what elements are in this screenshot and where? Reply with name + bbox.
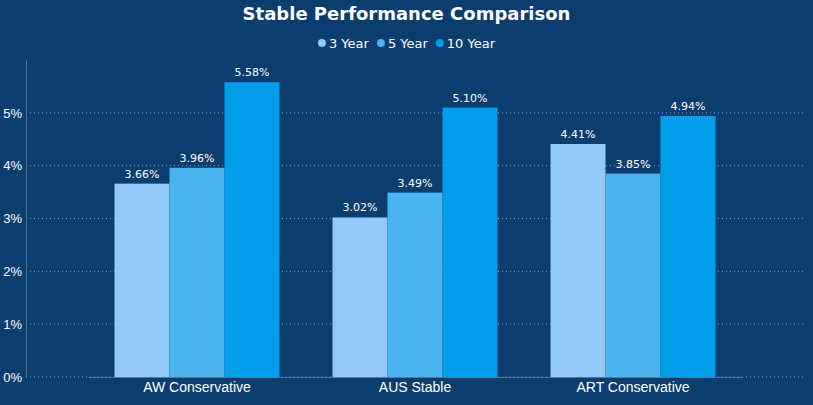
- y-tick: 3%: [3, 211, 26, 226]
- title: Stable Performance Comparison: [243, 3, 571, 24]
- data-label: 4.94%: [671, 100, 706, 113]
- data-label: 5.58%: [235, 66, 270, 79]
- data-label: 5.10%: [453, 92, 488, 105]
- x-axis: AW Conservative AUS Stable ART Conservativ…: [89, 377, 743, 395]
- data-label: 3.85%: [616, 158, 651, 171]
- legend-label: 10 Year: [447, 36, 496, 51]
- y-tick-label: 5%: [3, 105, 22, 120]
- y-tick: 5%: [3, 105, 26, 120]
- legend-label: 3 Year: [329, 36, 370, 51]
- bar: [388, 193, 443, 377]
- legend-marker: [377, 39, 385, 47]
- bar: [115, 184, 170, 377]
- legend-marker: [318, 39, 326, 47]
- legend-label: 5 Year: [388, 36, 429, 51]
- y-tick: 0%: [3, 370, 26, 385]
- y-axis: 0% 1% 2% 3% 4% 5%: [3, 61, 26, 385]
- y-tick: 4%: [3, 158, 26, 173]
- legend-marker: [436, 39, 444, 47]
- y-tick-label: 3%: [3, 211, 22, 226]
- x-tick-label: AW Conservative: [143, 379, 251, 395]
- bar: [442, 108, 497, 377]
- bar: [333, 217, 388, 377]
- data-label: 4.41%: [561, 128, 596, 141]
- y-tick-label: 2%: [3, 264, 22, 279]
- chart: 0% 1% 2% 3% 4% 5% AW Conservative AUS Stable ART…: [0, 0, 813, 405]
- y-tick: 2%: [3, 264, 26, 279]
- legend: 3 Year 5 Year 10 Year: [318, 36, 496, 51]
- data-label: 3.96%: [180, 152, 215, 165]
- background: [0, 0, 813, 405]
- x-tick: ART Conservative: [576, 377, 689, 395]
- bar: [170, 168, 225, 377]
- y-tick: 1%: [3, 317, 26, 332]
- bar: [224, 82, 279, 377]
- y-tick-label: 4%: [3, 158, 22, 173]
- legend-item: 5 Year: [377, 36, 429, 51]
- grid: [26, 113, 805, 377]
- x-axis-line: [89, 377, 743, 378]
- bar: [551, 144, 606, 377]
- data-label: 3.66%: [125, 168, 160, 181]
- x-tick: AW Conservative: [143, 377, 251, 395]
- bar: [660, 116, 715, 377]
- data-label: 3.49%: [398, 177, 433, 190]
- data-labels: 3.66% 3.02% 4.41% 3.96% 3.49% 3.85% 5.58% 5.10%…: [125, 66, 706, 214]
- y-tick-label: 1%: [3, 317, 22, 332]
- data-label: 3.02%: [343, 201, 378, 214]
- legend-item: 10 Year: [436, 36, 496, 51]
- bars: [115, 82, 716, 377]
- y-axis-line: [26, 61, 27, 378]
- legend-item: 3 Year: [318, 36, 370, 51]
- bar: [606, 174, 661, 377]
- x-tick: AUS Stable: [379, 377, 452, 395]
- x-tick-label: AUS Stable: [379, 379, 452, 395]
- y-tick-label: 0%: [3, 370, 22, 385]
- x-tick-label: ART Conservative: [576, 379, 689, 395]
